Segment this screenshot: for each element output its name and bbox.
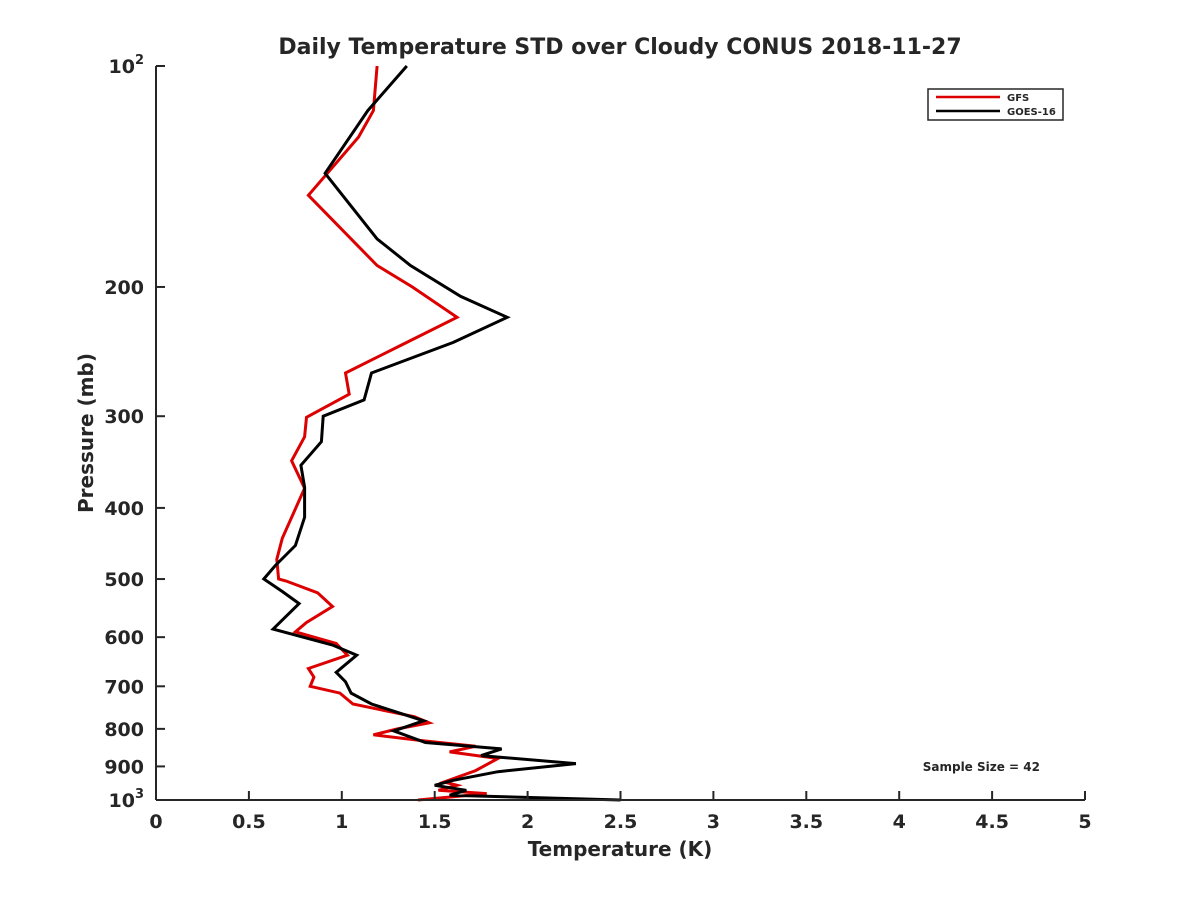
x-tick-label: 2.5 xyxy=(604,811,638,833)
y-tick-label: 600 xyxy=(104,627,144,649)
y-tick-label: 200 xyxy=(104,277,144,299)
y-tick-label: 102 xyxy=(109,53,145,78)
y-tick-label: 900 xyxy=(104,756,144,778)
x-tick-label: 1 xyxy=(335,811,348,833)
y-tick-label: 500 xyxy=(104,569,144,591)
legend: GFS GOES-16 xyxy=(927,88,1064,121)
legend-label-goes16: GOES-16 xyxy=(1007,107,1056,118)
x-tick-label: 2 xyxy=(521,811,534,833)
x-tick-label: 0.5 xyxy=(232,811,266,833)
x-tick-label: 5 xyxy=(1078,811,1091,833)
series-line-goes16 xyxy=(261,65,621,802)
x-tick-label: 4.5 xyxy=(975,811,1009,833)
y-tick-label: 103 xyxy=(109,787,145,812)
legend-box xyxy=(927,88,1064,121)
x-axis-label: Temperature (K) xyxy=(528,837,713,861)
y-tick-label: 300 xyxy=(104,406,144,428)
series-line-gfs xyxy=(275,65,503,802)
x-tick-label: 4 xyxy=(893,811,906,833)
legend-label-gfs: GFS xyxy=(1007,93,1029,104)
series-lines xyxy=(261,65,621,802)
x-tick-labels: 0 0.5 1 1.5 2 2.5 3 3.5 4 4.5 5 xyxy=(149,811,1091,833)
y-tick-label: 800 xyxy=(104,719,144,741)
x-tick-label: 3 xyxy=(707,811,720,833)
y-tick-labels: 102 200 300 400 500 600 700 800 900 103 xyxy=(104,53,144,812)
chart-title: Daily Temperature STD over Cloudy CONUS … xyxy=(278,35,961,60)
x-tick-label: 1.5 xyxy=(418,811,452,833)
axes xyxy=(155,65,1086,801)
y-axis-label: Pressure (mb) xyxy=(74,353,98,513)
x-tick-label: 0 xyxy=(149,811,162,833)
y-tick-label: 400 xyxy=(104,498,144,520)
sample-size-annotation: Sample Size = 42 xyxy=(923,760,1040,774)
x-tick-label: 3.5 xyxy=(789,811,823,833)
y-tick-label: 700 xyxy=(104,676,144,698)
